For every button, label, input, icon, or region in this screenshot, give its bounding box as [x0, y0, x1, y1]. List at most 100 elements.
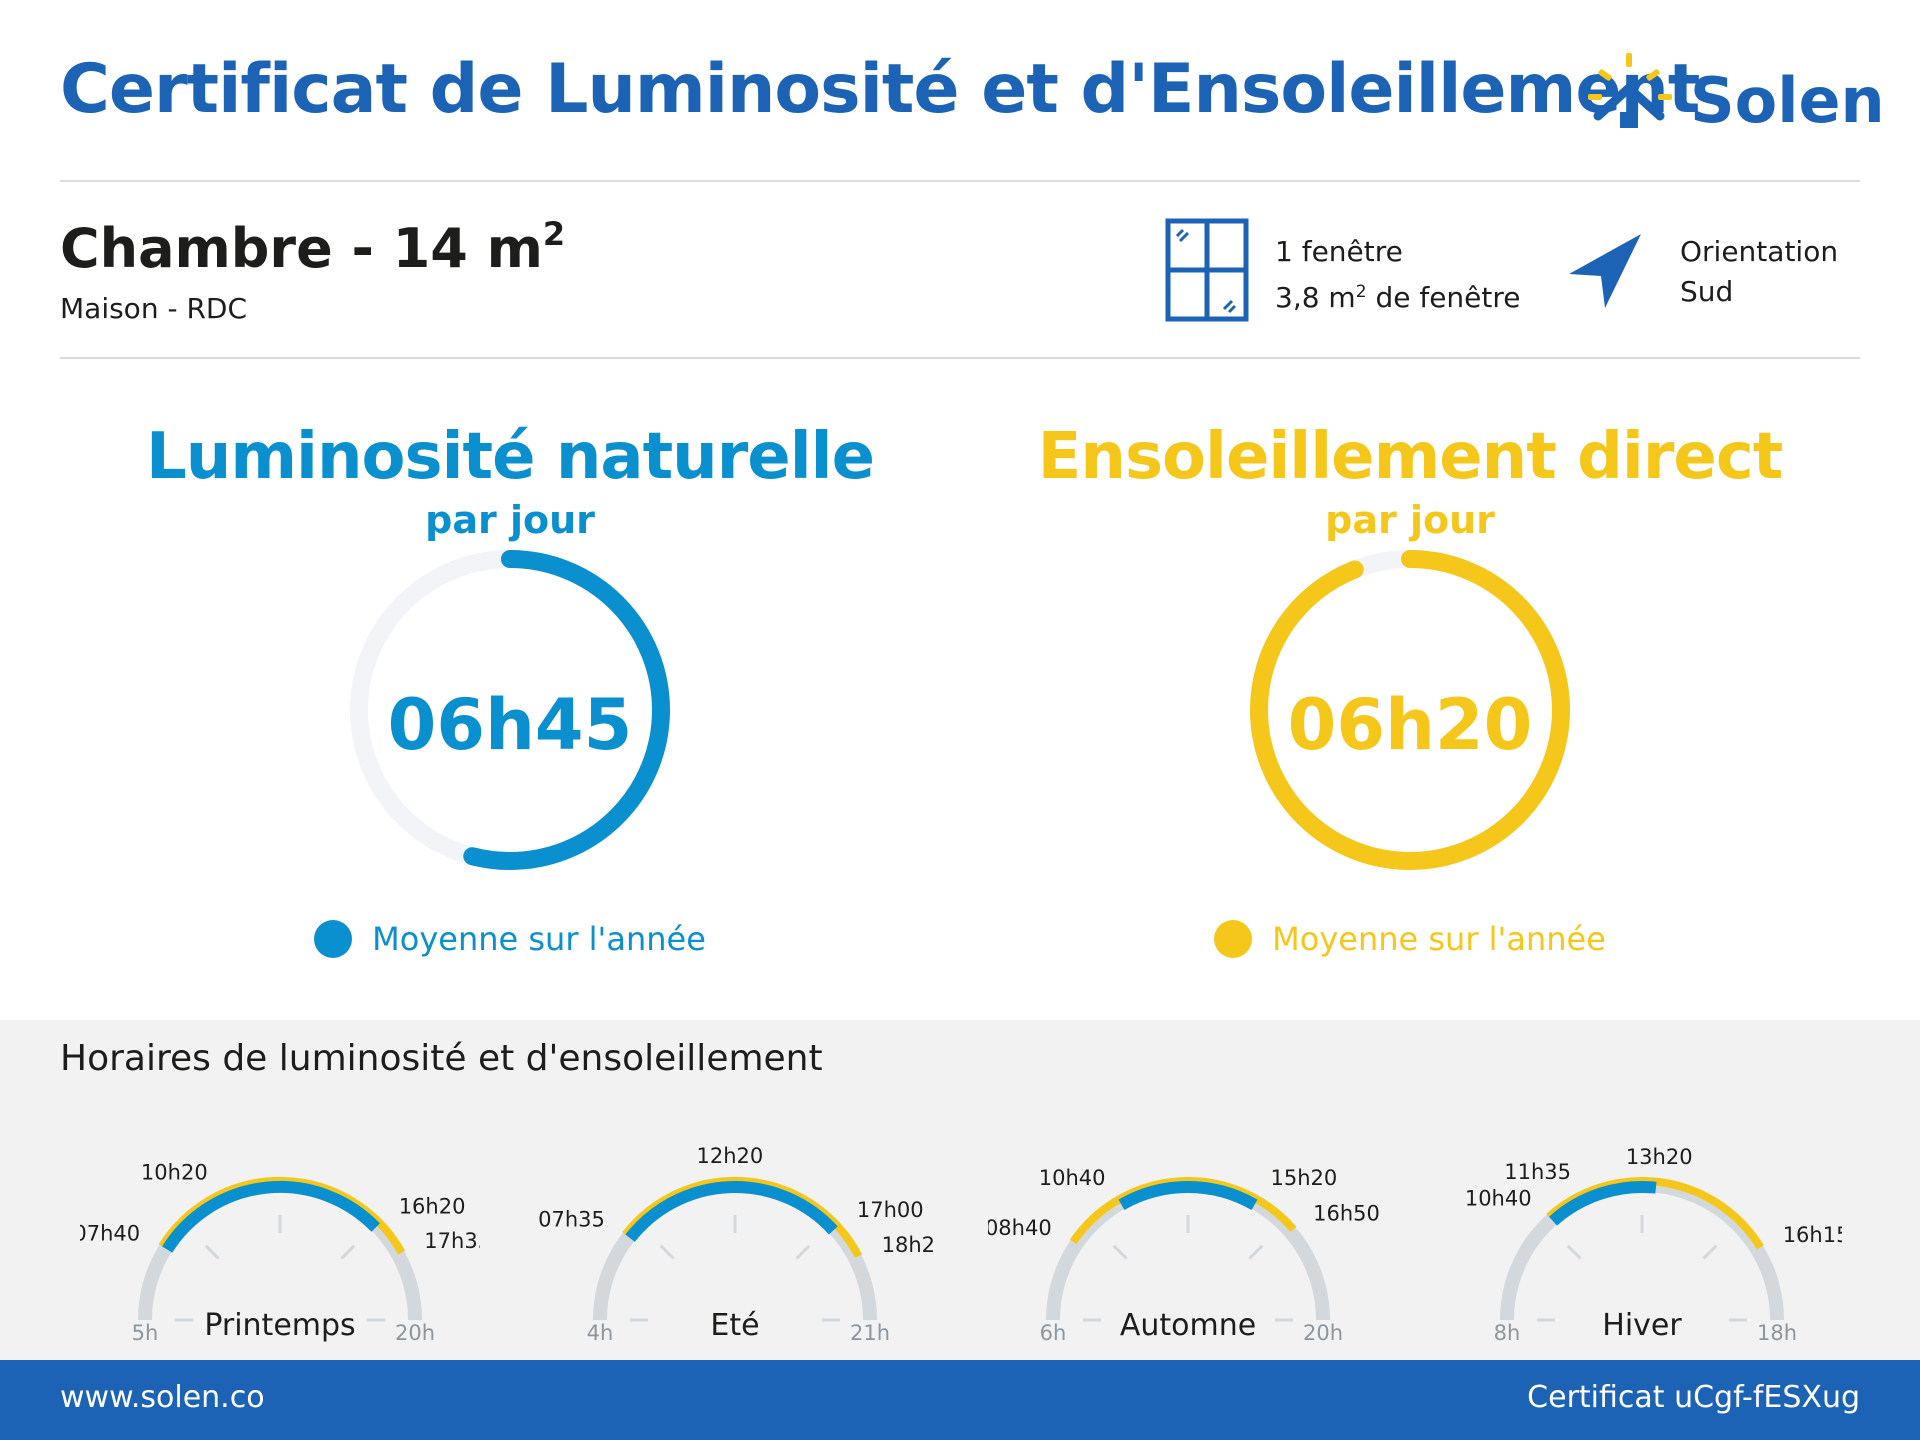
sunshine-ring [1250, 550, 1570, 870]
luminosity-arc [625, 1180, 838, 1242]
window-count: 1 fenêtre [1275, 235, 1403, 268]
luminosity-arc [1118, 1181, 1258, 1211]
orientation-value: Sud [1680, 275, 1734, 308]
season-name: Eté [710, 1308, 760, 1343]
luminosity-legend-label: Moyenne sur l'année [372, 920, 706, 958]
window-area-exponent: 2 [1355, 282, 1367, 302]
windows-info: 1 fenêtre 3,8 m2 de fenêtre [1165, 218, 1521, 322]
season-gauge: 10h40 15h20 08h40 16h50 6h 20h Automne [988, 1130, 1388, 1360]
sunshine-end-label: 18h25 [882, 1233, 935, 1257]
room-location: Maison - RDC [60, 292, 248, 325]
divider [60, 180, 1860, 182]
gauge-tick [1248, 1244, 1264, 1260]
orientation-label: Orientation [1680, 235, 1839, 268]
sunshine-legend-label: Moyenne sur l'année [1272, 920, 1606, 958]
gauge-tick [1702, 1244, 1718, 1260]
season-name: Automne [1119, 1308, 1257, 1343]
room-name: Chambre - 14 m [60, 217, 543, 280]
range-start-label: 6h [1040, 1321, 1067, 1345]
sunshine-legend: Moyenne sur l'année [1010, 920, 1810, 958]
sunshine-start-label: 11h35 [1504, 1160, 1571, 1184]
luminosity-legend: Moyenne sur l'année [110, 920, 910, 958]
orientation-text: Orientation Sud [1680, 232, 1838, 312]
windows-text: 1 fenêtre 3,8 m2 de fenêtre [1275, 232, 1521, 318]
window-icon [1165, 218, 1249, 322]
luminosity-end-label: 17h00 [857, 1198, 924, 1222]
orientation-info: Orientation Sud [1565, 218, 1865, 322]
schedules-title: Horaires de luminosité et d'ensoleilleme… [60, 1038, 823, 1079]
gauge-tick [659, 1244, 675, 1260]
luminosity-start-label: 10h40 [1039, 1166, 1106, 1190]
range-end-label: 18h [1757, 1321, 1797, 1345]
sunshine-end-label: 16h15 [1783, 1223, 1842, 1247]
sunshine-end-label: 16h50 [1313, 1201, 1380, 1225]
gauge-track [1500, 1178, 1784, 1321]
luminosity-value: 06h45 [387, 684, 633, 766]
luminosity-end-label: 16h20 [399, 1194, 466, 1218]
season-gauge-chart: 07h35 17h00 12h20 18h25 4h 21h [538, 1144, 935, 1345]
luminosity-subtitle: par jour [425, 498, 595, 542]
luminosity-title: Luminosité naturelle [146, 420, 875, 494]
gauge-tick [1566, 1244, 1582, 1260]
luminosity-end-label: 13h20 [1626, 1145, 1693, 1169]
brand-name: Solen [1690, 64, 1885, 137]
luminosity-start-label: 07h40 [80, 1222, 140, 1246]
luminosity-end-label: 15h20 [1271, 1166, 1338, 1190]
sun-house-icon [1588, 53, 1672, 128]
season-name: Hiver [1602, 1308, 1682, 1343]
legend-dot [314, 920, 353, 958]
range-end-label: 20h [1303, 1321, 1343, 1345]
sunshine-start-label: 10h20 [141, 1161, 208, 1185]
gauge-tick [1112, 1244, 1128, 1260]
sunshine-title: Ensoleillement direct [1037, 420, 1784, 494]
header: Certificat de Luminosité et d'Ensoleille… [60, 50, 1885, 137]
season-gauge-chart: 10h40 15h20 08h40 16h50 6h 20h [988, 1166, 1380, 1345]
sunshine-value: 06h20 [1287, 684, 1533, 766]
gauge-tick [795, 1244, 811, 1260]
window-area: 3,8 m2 de fenêtre [1275, 272, 1521, 318]
range-end-label: 21h [850, 1321, 890, 1345]
room-area-exponent: 2 [542, 215, 566, 253]
schedules-panel: Horaires de luminosité et d'ensoleilleme… [0, 1020, 1920, 1360]
range-start-label: 5h [132, 1321, 159, 1345]
gauge-track [138, 1178, 422, 1321]
luminosity-arc [162, 1181, 381, 1253]
divider [60, 357, 1860, 359]
window-area-suffix: de fenêtre [1366, 281, 1521, 314]
sunshine-start-label: 12h20 [697, 1144, 764, 1168]
navigation-arrow-icon [1569, 234, 1641, 308]
footer: www.solen.co Certificat uCgf-fESXug [0, 1360, 1920, 1440]
gauge-tick [340, 1244, 356, 1260]
luminosity-arc [1548, 1181, 1657, 1226]
luminosity-ring [350, 550, 670, 870]
gauge-track [593, 1178, 877, 1321]
page-title: Certificat de Luminosité et d'Ensoleille… [60, 50, 1700, 129]
room-title: Chambre - 14 m2 [60, 215, 565, 280]
room-info: Chambre - 14 m2 Maison - RDC [60, 215, 565, 325]
legend-dot [1214, 920, 1253, 958]
luminosity-start-label: 07h35 [538, 1208, 605, 1232]
gauge-tick [204, 1244, 220, 1260]
season-name: Printemps [204, 1308, 356, 1343]
season-gauge-chart: 10h40 13h20 11h35 16h15 8h 18h [1465, 1145, 1842, 1345]
range-start-label: 4h [587, 1321, 614, 1345]
sunshine-subtitle: par jour [1325, 498, 1495, 542]
luminosity-ring-fill [350, 550, 670, 870]
season-gauge: 10h40 13h20 11h35 16h15 8h 18h Hiver [1442, 1130, 1842, 1360]
solen-logo[interactable]: Solen [1580, 50, 1885, 140]
season-gauge: 07h35 17h00 12h20 18h25 4h 21h Eté [535, 1130, 935, 1360]
range-start-label: 8h [1494, 1321, 1521, 1345]
window-area-value: 3,8 m [1275, 281, 1356, 314]
luminosity-start-label: 10h40 [1465, 1186, 1532, 1210]
sunshine-ring-fill [1250, 550, 1570, 870]
gauge-track [1046, 1178, 1330, 1321]
certificate-id: Certificat uCgf-fESXug [1527, 1380, 1860, 1415]
sunshine-start-label: 08h40 [988, 1216, 1052, 1240]
sunshine-metric: Ensoleillement direct par jour 06h20 Moy… [1010, 420, 1810, 980]
range-end-label: 20h [395, 1321, 435, 1345]
luminosity-metric: Luminosité naturelle par jour 06h45 Moye… [110, 420, 910, 980]
website-link[interactable]: www.solen.co [60, 1380, 265, 1415]
